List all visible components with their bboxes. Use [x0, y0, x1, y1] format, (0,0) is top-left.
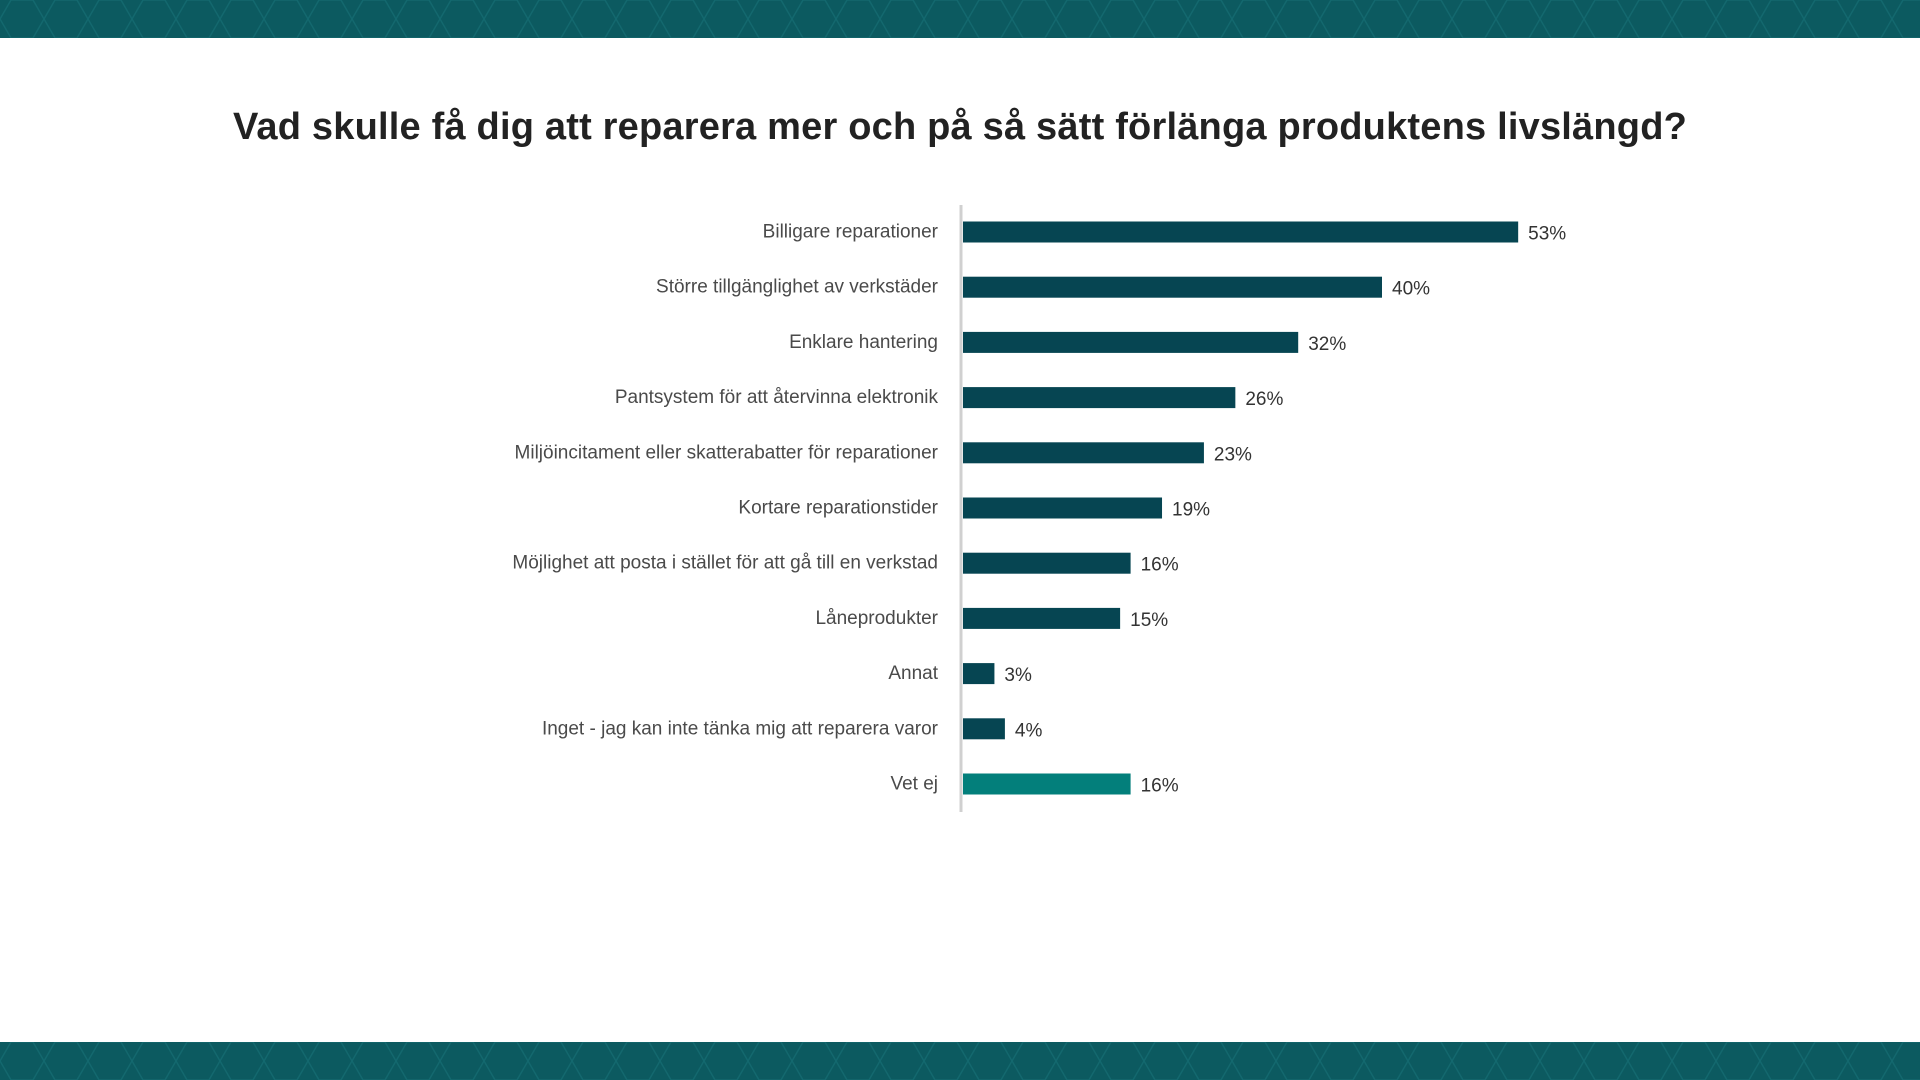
category-label: Billigare reparationer: [763, 222, 939, 243]
value-label: 32%: [1308, 334, 1346, 355]
chart-title: Vad skulle få dig att reparera mer och p…: [232, 106, 1688, 148]
value-label: 26%: [1245, 389, 1283, 410]
bar: [963, 718, 1005, 740]
bars-layer: Billigare reparationer 53% Större tillgäng…: [512, 221, 1566, 797]
bar: [963, 607, 1121, 629]
category-label: Annat: [888, 663, 938, 684]
hexagon-pattern-top: [0, 0, 1920, 38]
category-label: Kortare reparationstider: [738, 498, 938, 519]
bar: [963, 497, 1163, 519]
bar: [963, 442, 1204, 464]
category-label: Inget - jag kan inte tänka mig att repar…: [542, 718, 939, 739]
category-label: Större tillgänglighet av verkstäder: [656, 277, 939, 298]
value-label: 53%: [1528, 224, 1566, 245]
value-label: 16%: [1141, 776, 1179, 797]
bar: [963, 387, 1236, 409]
category-label: Enklare hantering: [789, 332, 938, 353]
value-label: 15%: [1130, 610, 1168, 631]
value-label: 16%: [1141, 555, 1179, 576]
bar: [963, 221, 1519, 243]
bar: [963, 552, 1131, 574]
value-label: 40%: [1392, 279, 1430, 300]
category-label: Pantsystem för att återvinna elektronik: [615, 387, 939, 408]
hexagon-pattern-bottom: [0, 1042, 1920, 1080]
bar: [963, 773, 1131, 795]
bar: [963, 331, 1299, 353]
value-label: 4%: [1015, 720, 1043, 741]
bottom-decorative-band: [0, 1042, 1920, 1080]
top-decorative-band: [0, 0, 1920, 38]
category-label: Låneprodukter: [815, 608, 938, 629]
value-label: 23%: [1214, 444, 1252, 465]
value-label: 3%: [1004, 665, 1032, 686]
bar: [963, 663, 995, 685]
value-label: 19%: [1172, 500, 1210, 521]
bar: [963, 276, 1382, 298]
category-label: Vet ej: [890, 774, 938, 795]
category-label: Miljöincitament eller skatterabatter för…: [515, 442, 939, 463]
category-label: Möjlighet att posta i stället för att gå…: [512, 553, 938, 574]
